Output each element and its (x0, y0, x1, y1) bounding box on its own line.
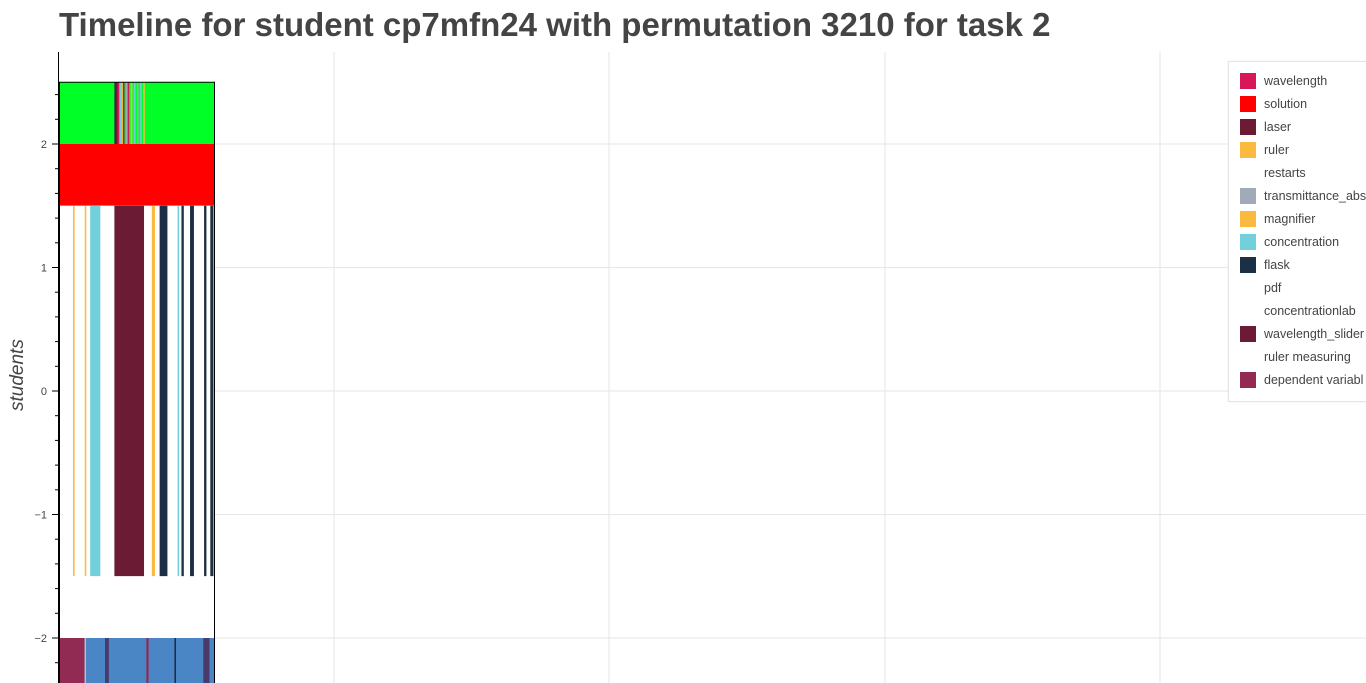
legend-swatch (1240, 257, 1256, 273)
legend-label: wavelength_slider (1264, 327, 1365, 341)
timeline-segment (133, 82, 136, 144)
timeline-segment (203, 638, 210, 683)
timeline-segment (126, 82, 128, 144)
y-tick-label: −1 (34, 510, 47, 522)
legend-swatch (1240, 211, 1256, 227)
legend-label: concentrationlab (1264, 304, 1356, 318)
legend-swatch (1240, 349, 1256, 365)
lane-bar (59, 144, 215, 206)
timeline-segment (119, 82, 122, 144)
legend-label: concentration (1264, 235, 1340, 249)
timeline-segment (121, 82, 123, 144)
timeline-segment (115, 82, 118, 144)
timeline-bars (59, 81, 215, 683)
legend-item[interactable]: concentrationlab (1240, 303, 1356, 319)
timeline-segment (146, 638, 149, 683)
legend-swatch (1240, 96, 1256, 112)
legend-label: solution (1264, 97, 1308, 111)
legend-item[interactable]: ruler (1240, 142, 1289, 158)
timeline-segment (117, 82, 120, 144)
timeline-segment (204, 205, 207, 577)
timeline-segment (190, 205, 194, 577)
timeline-segment (108, 638, 147, 683)
timeline-segment (73, 205, 75, 577)
timeline-segment (59, 638, 85, 683)
timeline-segment (159, 205, 168, 577)
legend-label: magnifier (1264, 212, 1316, 226)
timeline-segment (130, 82, 133, 144)
timeline-segment (122, 82, 125, 144)
legend[interactable]: wavelength solution laser ruler restarts tran… (1228, 61, 1366, 402)
legend-swatch (1240, 234, 1256, 250)
timeline-segment (84, 638, 86, 683)
legend-item[interactable]: concentration (1240, 234, 1339, 250)
timeline-segment (177, 205, 180, 577)
legend-label: wavelength (1264, 74, 1328, 88)
legend-label: flask (1264, 258, 1290, 272)
y-tick-label: 2 (41, 139, 47, 151)
legend-label: ruler (1264, 143, 1290, 157)
legend-item[interactable]: ruler measuring (1240, 349, 1351, 365)
legend-swatch (1240, 372, 1256, 388)
legend-label: transmittance_abs (1264, 189, 1366, 203)
timeline-segment (140, 82, 142, 144)
timeline-segment (114, 82, 116, 144)
y-tick-label: −2 (34, 633, 47, 645)
legend-label: restarts (1264, 166, 1306, 180)
legend-item[interactable]: dependent variabl (1240, 372, 1363, 388)
timeline-segment (209, 638, 215, 683)
legend-item[interactable]: transmittance_abs (1240, 188, 1366, 204)
timeline-segment (137, 82, 139, 144)
legend-swatch (1240, 165, 1256, 181)
timeline-segment (84, 205, 87, 577)
legend-swatch (1240, 326, 1256, 342)
timeline-segment (148, 638, 175, 683)
legend-swatch (1240, 119, 1256, 135)
legend-label: ruler measuring (1264, 350, 1351, 364)
timeline-segment (85, 638, 106, 683)
timeline-segment (105, 638, 109, 683)
timeline-border (59, 81, 215, 683)
lane-bar (59, 576, 215, 638)
y-axis: 2 1 0 −1 −2 (34, 52, 59, 683)
y-axis-label: students (7, 339, 28, 411)
timeline-segment (90, 205, 101, 577)
grid-lines (59, 52, 1366, 683)
y-tick-label: 1 (41, 263, 47, 275)
legend-item[interactable]: pdf (1240, 280, 1281, 296)
legend-item[interactable]: flask (1240, 257, 1290, 273)
timeline-segment (151, 205, 155, 577)
legend-swatch (1240, 303, 1256, 319)
timeline-segment (59, 82, 115, 144)
chart-title: Timeline for student cp7mfn24 with permu… (59, 6, 1051, 43)
timeline-segment (143, 82, 145, 144)
legend-swatch (1240, 73, 1256, 89)
timeline-segment (114, 205, 145, 577)
timeline-segment (176, 638, 204, 683)
legend-item[interactable]: wavelength_slider (1240, 326, 1364, 342)
legend-item[interactable]: magnifier (1240, 211, 1315, 227)
timeline-segment (210, 205, 214, 577)
legend-label: pdf (1264, 281, 1282, 295)
legend-swatch (1240, 142, 1256, 158)
timeline-segment (181, 205, 184, 577)
legend-label: laser (1264, 120, 1292, 134)
legend-label: dependent variabl (1264, 373, 1364, 387)
timeline-segment (127, 82, 130, 144)
legend-swatch (1240, 280, 1256, 296)
legend-swatch (1240, 188, 1256, 204)
legend-item[interactable]: laser (1240, 119, 1291, 135)
legend-item[interactable]: solution (1240, 96, 1307, 112)
legend-item[interactable]: restarts (1240, 165, 1306, 181)
timeline-segment (174, 638, 176, 683)
y-tick-label: 0 (41, 386, 47, 398)
legend-item[interactable]: wavelength (1240, 73, 1327, 89)
